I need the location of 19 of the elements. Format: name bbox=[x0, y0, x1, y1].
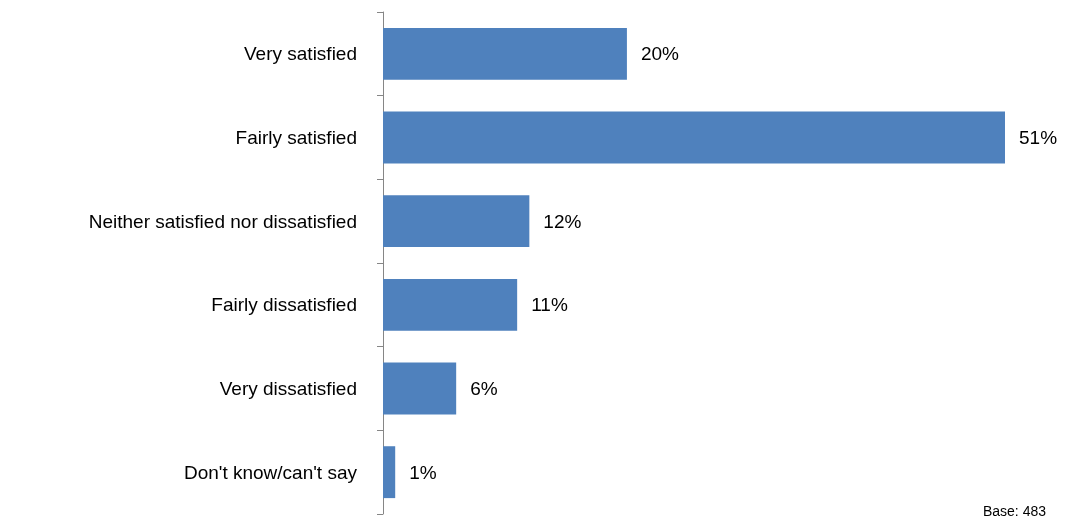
y-tick-label: Very satisfied bbox=[244, 43, 357, 65]
data-label: 11% bbox=[531, 294, 568, 316]
data-label: 12% bbox=[543, 210, 582, 232]
data-label: 1% bbox=[409, 461, 437, 483]
bar bbox=[383, 111, 1005, 164]
y-tick-label: Don't know/can't say bbox=[183, 461, 358, 483]
data-label: 51% bbox=[1019, 127, 1058, 148]
data-label: 6% bbox=[470, 378, 498, 399]
bar bbox=[383, 195, 530, 248]
y-tick-label: Fairly satisfied bbox=[235, 127, 357, 148]
bar bbox=[383, 446, 396, 499]
y-tick-label: Very dissatisfied bbox=[219, 378, 357, 399]
bar bbox=[383, 278, 518, 331]
bar bbox=[383, 362, 457, 415]
data-label: 20% bbox=[640, 43, 680, 65]
bar bbox=[383, 27, 627, 80]
y-tick-label: Fairly dissatisfied bbox=[211, 294, 357, 316]
y-tick-label: Neither satisfied nor dissatisfied bbox=[88, 210, 357, 232]
annotation: Base: 483 bbox=[982, 503, 1047, 519]
